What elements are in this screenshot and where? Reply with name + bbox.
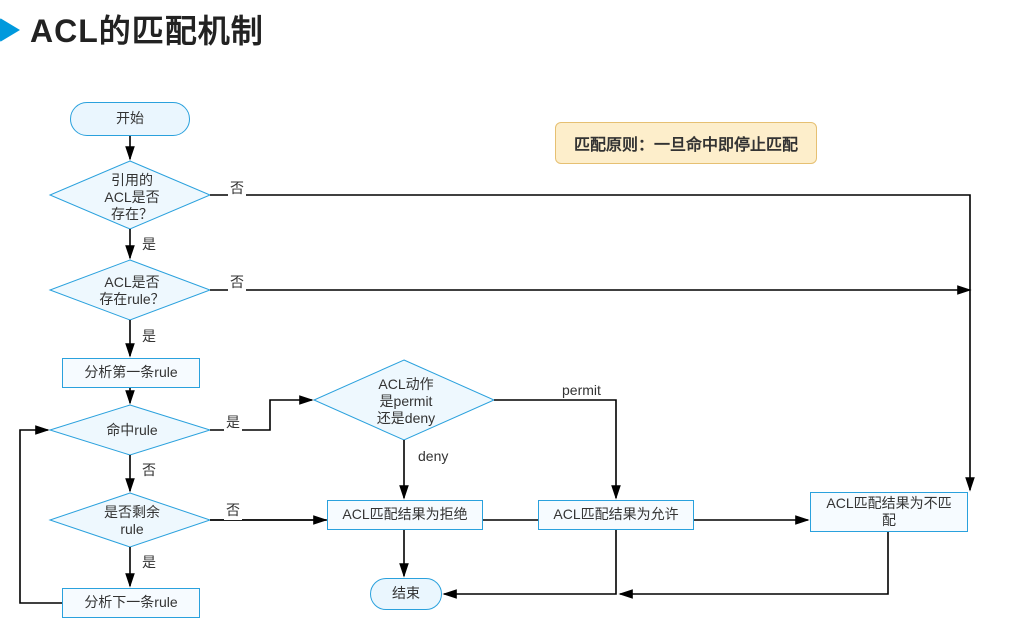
label-hit-no: 否 bbox=[140, 460, 158, 480]
node-result-nomatch: ACL匹配结果为不匹配 bbox=[810, 492, 968, 532]
node-result-deny: ACL匹配结果为拒绝 bbox=[327, 500, 483, 530]
label-rule-exist-yes: 是 bbox=[140, 326, 158, 346]
flowchart-svg bbox=[0, 0, 1035, 632]
node-end: 结束 bbox=[370, 578, 442, 610]
label-action-deny: deny bbox=[416, 448, 450, 464]
label-remain-yes: 是 bbox=[140, 552, 158, 572]
node-start: 开始 bbox=[70, 102, 190, 136]
node-first-rule: 分析第一条rule bbox=[62, 358, 200, 388]
label-remain-no: 否 bbox=[224, 500, 242, 520]
label-action-permit: permit bbox=[560, 382, 603, 398]
label-hit-yes: 是 bbox=[224, 412, 242, 432]
label-acl-exist-yes: 是 bbox=[140, 234, 158, 254]
label-rule-exist-no: 否 bbox=[228, 272, 246, 292]
node-next-rule: 分析下一条rule bbox=[62, 588, 200, 618]
node-result-permit: ACL匹配结果为允许 bbox=[538, 500, 694, 530]
label-acl-exist-no: 否 bbox=[228, 178, 246, 198]
